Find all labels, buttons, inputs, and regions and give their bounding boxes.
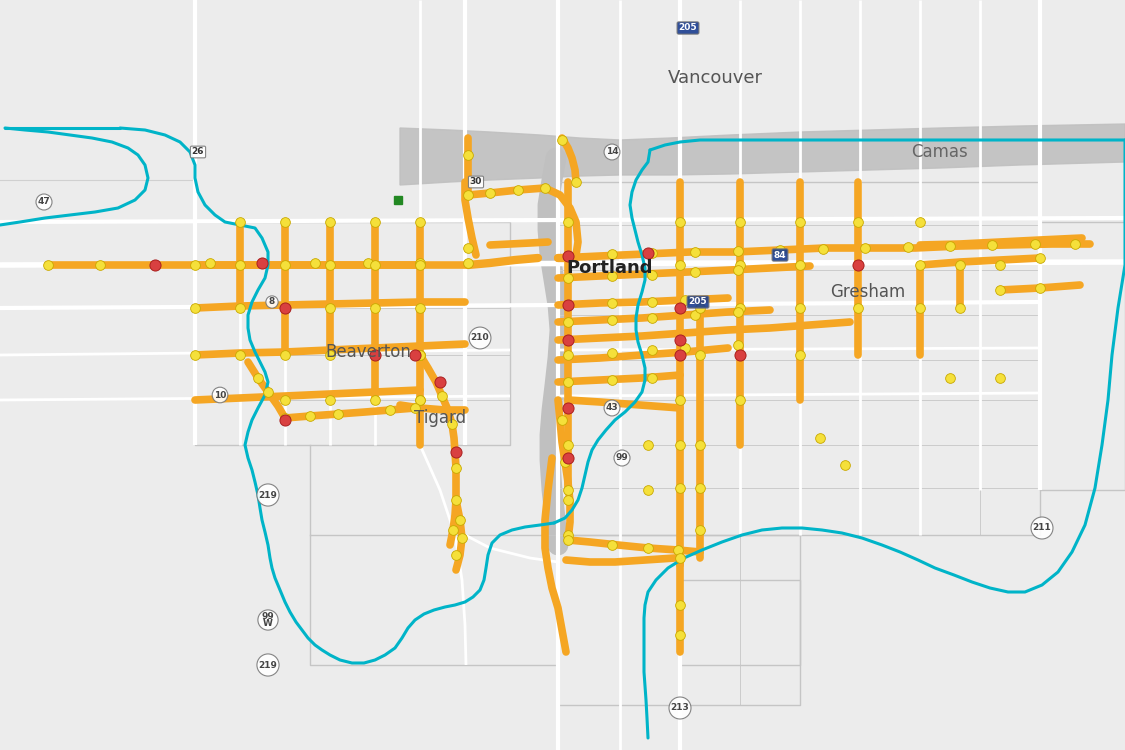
Text: 26: 26 bbox=[191, 148, 205, 157]
Text: 8: 8 bbox=[269, 298, 276, 307]
Text: 84: 84 bbox=[774, 251, 786, 260]
Text: 219: 219 bbox=[259, 490, 278, 500]
Text: 43: 43 bbox=[605, 404, 619, 412]
Text: 205: 205 bbox=[678, 23, 698, 32]
Text: Camas: Camas bbox=[911, 143, 969, 161]
Text: 211: 211 bbox=[1033, 524, 1052, 532]
Text: 99
W: 99 W bbox=[262, 611, 274, 628]
Text: Portland: Portland bbox=[567, 259, 654, 277]
Text: 14: 14 bbox=[605, 148, 619, 157]
Text: Vancouver: Vancouver bbox=[667, 69, 763, 87]
Text: 47: 47 bbox=[37, 197, 51, 206]
Text: Gresham: Gresham bbox=[830, 283, 906, 301]
Text: Beaverton: Beaverton bbox=[325, 343, 411, 361]
Polygon shape bbox=[400, 124, 1125, 185]
Text: 210: 210 bbox=[470, 334, 489, 343]
Text: 99: 99 bbox=[615, 454, 629, 463]
Text: 30: 30 bbox=[470, 178, 483, 187]
Text: 205: 205 bbox=[688, 298, 708, 307]
Text: 10: 10 bbox=[214, 391, 226, 400]
Text: Tigard: Tigard bbox=[414, 409, 466, 427]
Text: 213: 213 bbox=[670, 704, 690, 712]
Text: 219: 219 bbox=[259, 661, 278, 670]
